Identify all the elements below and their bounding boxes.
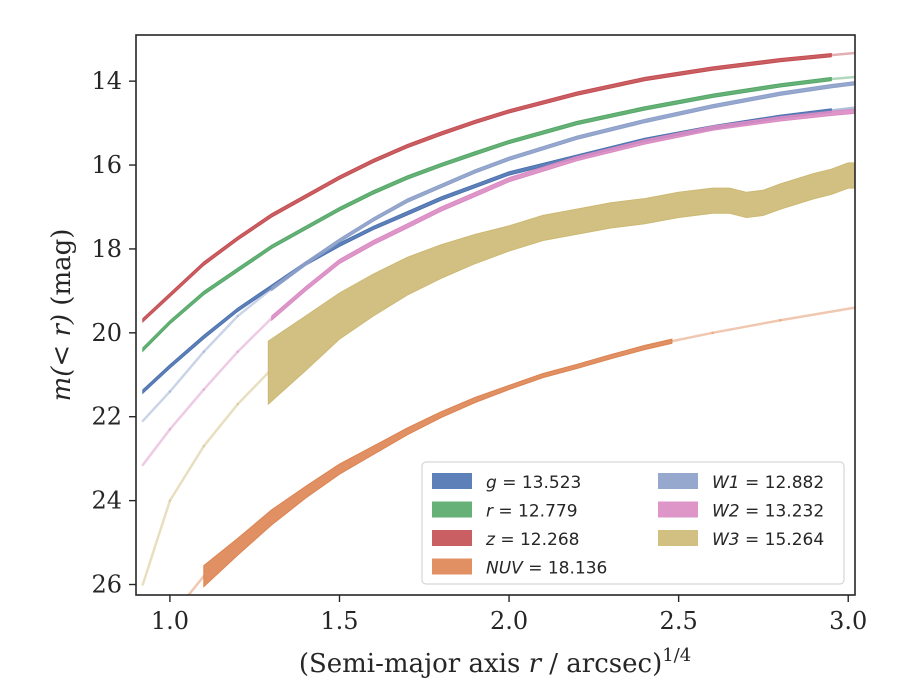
series-faint-segment (830, 106, 855, 112)
y-tick-label: 14 (91, 67, 122, 95)
series-1 (142, 75, 855, 353)
y-tick-label: 20 (91, 319, 122, 347)
legend-swatch (658, 501, 698, 518)
series-band (203, 338, 673, 588)
y-axis-title: m(< r) (mag) (47, 229, 77, 402)
series-faint-segment (141, 390, 172, 423)
series-2 (142, 51, 855, 324)
series-faint-segment (186, 574, 206, 595)
series-faint-segment (830, 51, 855, 57)
legend-swatch (432, 501, 472, 518)
legend-swatch (432, 530, 472, 546)
series-faint-segment (830, 75, 855, 81)
legend-item: W3 = 15.264 (658, 530, 824, 550)
legend-label: r = 12.779 (486, 502, 578, 522)
legend-item: r = 12.779 (432, 501, 578, 522)
series-faint-segment (202, 314, 239, 353)
plot-area (141, 51, 855, 595)
series-faint-segment (670, 331, 714, 343)
legend-label: W2 = 13.232 (712, 502, 824, 522)
series-band (142, 52, 832, 324)
series-4 (141, 81, 855, 423)
series-faint-segment (168, 444, 206, 502)
x-tick-label: 1.5 (320, 607, 358, 635)
series-band (271, 81, 855, 292)
x-axis-title: (Semi-major axis r / arcsec)1/4 (299, 645, 691, 679)
series-faint-segment (202, 350, 239, 391)
x-tick-label: 2.5 (660, 607, 698, 635)
legend-swatch (432, 473, 472, 489)
y-axis: 14 16 18 20 22 24 26 (91, 67, 136, 599)
x-tick-label: 3.0 (829, 607, 867, 635)
legend: g = 13.523 r = 12.779 z = 12.268 NUV = 18.1… (421, 461, 845, 585)
legend-label: g = 13.523 (486, 473, 581, 493)
y-tick-label: 24 (91, 487, 122, 515)
y-tick-label: 26 (91, 571, 122, 599)
series-faint-segment (236, 287, 273, 318)
legend-item: W2 = 13.232 (658, 501, 824, 522)
series-5 (141, 108, 855, 467)
legend-label: W1 = 12.882 (712, 473, 824, 493)
legend-label: W3 = 15.264 (712, 530, 824, 550)
legend-frame (421, 461, 845, 585)
legend-label: NUV = 18.136 (486, 559, 607, 579)
legend-item: z = 12.268 (432, 530, 579, 550)
series-faint-segment (141, 428, 172, 467)
legend-swatch (658, 530, 698, 546)
legend-swatch (658, 473, 698, 489)
series-band (271, 108, 855, 322)
y-tick-label: 18 (91, 235, 122, 263)
series-faint-segment (711, 318, 782, 335)
x-axis: 1.0 1.5 2.0 2.5 3.0 (151, 595, 867, 635)
legend-swatch (432, 558, 472, 575)
series-faint-segment (779, 306, 855, 322)
y-tick-label: 16 (91, 151, 122, 179)
legend-item: g = 13.523 (432, 473, 581, 493)
series-faint-segment (236, 371, 270, 406)
series-6 (141, 162, 855, 586)
series-faint-segment (141, 499, 172, 586)
series-3 (186, 306, 855, 595)
series-faint-segment (168, 388, 206, 431)
series-band (267, 162, 855, 406)
x-tick-label: 1.0 (151, 607, 189, 635)
series-band (142, 76, 832, 353)
legend-label: z = 12.268 (485, 530, 579, 550)
x-tick-label: 2.0 (490, 607, 528, 635)
legend-item: W1 = 12.882 (658, 473, 824, 493)
series-faint-segment (168, 350, 206, 393)
plot-frame (135, 34, 856, 596)
series-faint-segment (202, 402, 239, 448)
legend-item: NUV = 18.136 (432, 558, 607, 579)
series-faint-segment (236, 316, 273, 353)
y-tick-label: 22 (91, 403, 122, 431)
